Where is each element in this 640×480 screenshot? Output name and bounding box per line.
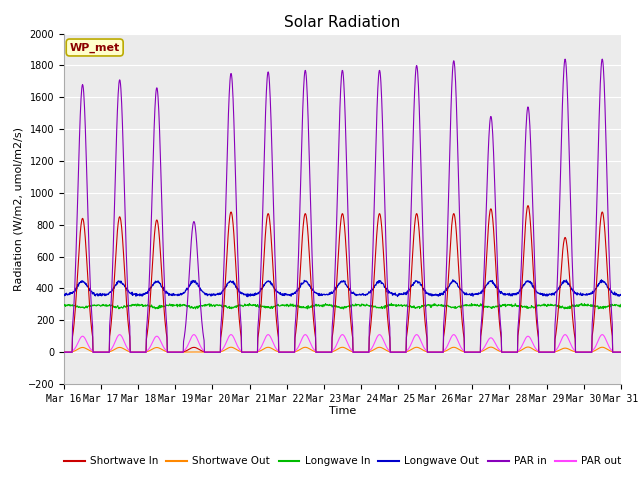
Title: Solar Radiation: Solar Radiation — [284, 15, 401, 30]
Y-axis label: Radiation (W/m2, umol/m2/s): Radiation (W/m2, umol/m2/s) — [13, 127, 24, 291]
X-axis label: Time: Time — [329, 407, 356, 417]
Text: WP_met: WP_met — [70, 42, 120, 53]
Legend: Shortwave In, Shortwave Out, Longwave In, Longwave Out, PAR in, PAR out: Shortwave In, Shortwave Out, Longwave In… — [60, 452, 625, 470]
